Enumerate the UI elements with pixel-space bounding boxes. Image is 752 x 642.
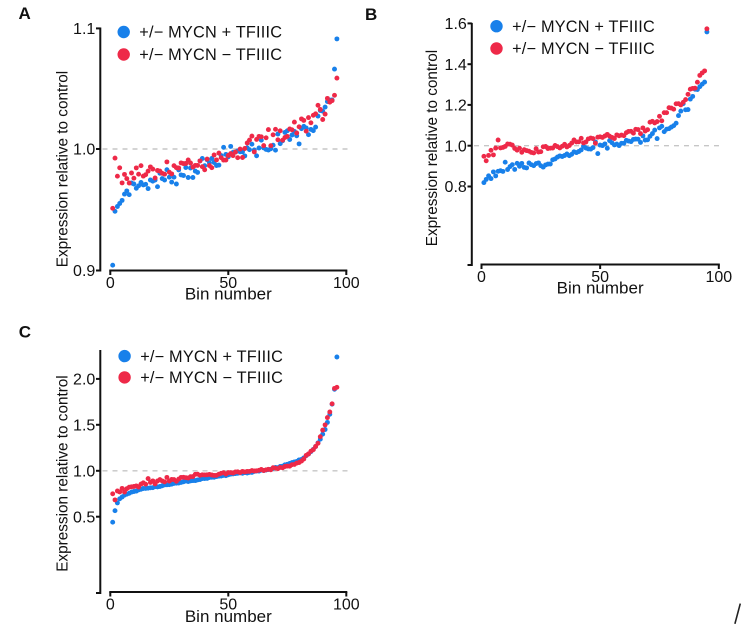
svg-text:1.4: 1.4 — [445, 57, 467, 74]
svg-text:2.0: 2.0 — [73, 372, 95, 389]
svg-text:+/− MYCN − TFIIIC: +/− MYCN − TFIIIC — [512, 40, 655, 58]
svg-text:1.0: 1.0 — [445, 138, 467, 155]
svg-text:0: 0 — [106, 275, 115, 292]
svg-text:1.1: 1.1 — [73, 21, 95, 38]
svg-text:1.2: 1.2 — [445, 98, 467, 115]
svg-text:0: 0 — [477, 269, 486, 286]
svg-text:Bin number: Bin number — [557, 278, 644, 297]
svg-text:1.6: 1.6 — [445, 16, 467, 33]
svg-text:C: C — [19, 323, 31, 342]
svg-text:50: 50 — [219, 275, 237, 292]
svg-text:0.5: 0.5 — [73, 509, 95, 526]
svg-text:Expression relative to control: Expression relative to control — [424, 50, 441, 246]
svg-text:1.0: 1.0 — [73, 142, 95, 159]
svg-text:Expression relative to control: Expression relative to control — [55, 71, 72, 267]
svg-text:0.8: 0.8 — [445, 179, 467, 196]
svg-text:+/− MYCN − TFIIIC: +/− MYCN − TFIIIC — [140, 369, 283, 387]
svg-text:100: 100 — [333, 596, 360, 613]
svg-text:+/− MYCN + TFIIIC: +/− MYCN + TFIIIC — [139, 24, 282, 42]
svg-text:Bin number: Bin number — [185, 284, 272, 303]
svg-text:100: 100 — [705, 269, 732, 286]
svg-text:A: A — [19, 4, 31, 23]
svg-text:+/− MYCN + TFIIIC: +/− MYCN + TFIIIC — [140, 348, 283, 366]
svg-text:0.9: 0.9 — [73, 263, 95, 280]
svg-text:50: 50 — [219, 596, 237, 613]
svg-text:Expression relative to control: Expression relative to control — [55, 375, 72, 571]
svg-text:Bin number: Bin number — [185, 607, 272, 626]
svg-text:100: 100 — [333, 275, 360, 292]
svg-text:0: 0 — [106, 596, 115, 613]
svg-text:+/− MYCN + TFIIIC: +/− MYCN + TFIIIC — [512, 18, 655, 36]
svg-text:50: 50 — [591, 269, 609, 286]
svg-text:1.0: 1.0 — [73, 464, 95, 481]
svg-text:B: B — [365, 5, 377, 24]
svg-text:1.5: 1.5 — [73, 418, 95, 435]
svg-text:+/− MYCN − TFIIIC: +/− MYCN − TFIIIC — [139, 46, 282, 64]
